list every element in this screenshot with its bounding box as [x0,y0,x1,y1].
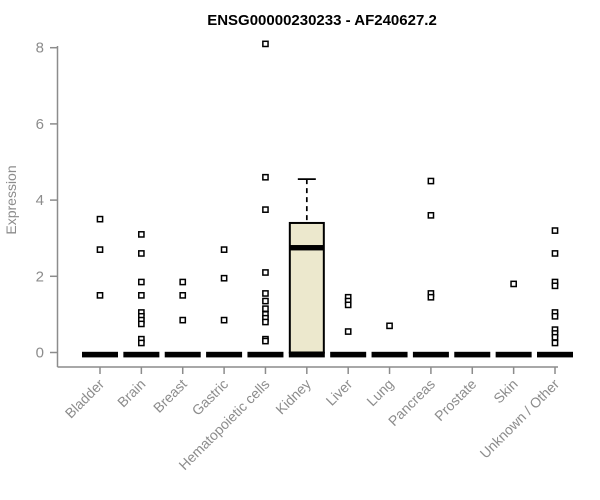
zero-box-prostate [454,351,491,358]
outlier-point [262,206,269,213]
x-tick-label: Unknown / Other [477,376,563,462]
box-rect [288,221,325,354]
zero-box-breast [164,351,201,358]
zero-box-lung [371,351,408,358]
outlier-point [220,246,228,253]
outlier-point [262,305,269,313]
x-tick-label: Breast [150,376,190,416]
chart-title: ENSG00000230233 - AF240627.2 [207,12,437,29]
outlier-point [96,246,104,253]
y-tick-label: 4 [36,192,44,209]
median-line [289,245,324,251]
outlier-point [427,177,435,185]
x-tick-label: Brain [114,376,148,410]
outlier-point [262,269,269,276]
outlier-point [262,297,269,305]
y-tick-label: 6 [36,116,44,133]
outlier-point [344,301,352,309]
outlier-point [138,250,145,257]
outlier-point [262,290,269,297]
zero-box-pancreas [412,351,449,358]
outlier-point [551,312,559,320]
zero-box-kidney [288,351,325,358]
outlier-point [179,316,187,324]
x-tick-label: Bladder [62,376,108,422]
outlier-point [138,292,145,299]
zero-box-unknown-other [537,351,574,358]
zero-box-brain [123,351,160,358]
outlier-point [510,280,517,288]
outlier-point [138,278,145,286]
outlier-point [262,337,269,345]
y-axis-title: Expression [3,165,19,234]
zero-box-hematopoietic-cells [247,351,284,358]
y-tick-label: 2 [36,268,44,285]
outlier-point [344,328,352,335]
outlier-point [551,282,559,290]
y-tick-label: 0 [36,345,44,362]
outlier-point [220,316,228,324]
outlier-point [96,292,104,299]
outlier-point [179,292,187,299]
outlier-point [138,231,145,238]
zero-box-gastric [206,351,243,358]
outlier-point [551,250,559,257]
x-tick-label: Prostate [431,376,479,424]
y-tick-label: 8 [36,40,44,57]
outlier-point [386,322,393,330]
outlier-point [138,339,145,347]
x-tick-label: Kidney [272,376,314,418]
outlier-point [220,274,228,282]
zero-box-skin [495,351,532,358]
outlier-point [427,293,435,301]
x-tick-label: Liver [323,376,356,409]
x-tick-label: Lung [363,376,396,409]
outlier-point [179,278,187,286]
x-tick-label: Skin [490,376,521,407]
outlier-point [138,320,145,328]
outlier-point [551,339,559,347]
zero-box-bladder [82,351,118,358]
outlier-point [262,40,269,48]
outlier-point [551,333,559,341]
outlier-point [96,215,104,223]
outlier-point [427,211,435,219]
zero-box-liver [330,351,367,358]
outlier-point [262,318,269,326]
outlier-point [551,227,559,234]
outlier-point [262,173,269,181]
